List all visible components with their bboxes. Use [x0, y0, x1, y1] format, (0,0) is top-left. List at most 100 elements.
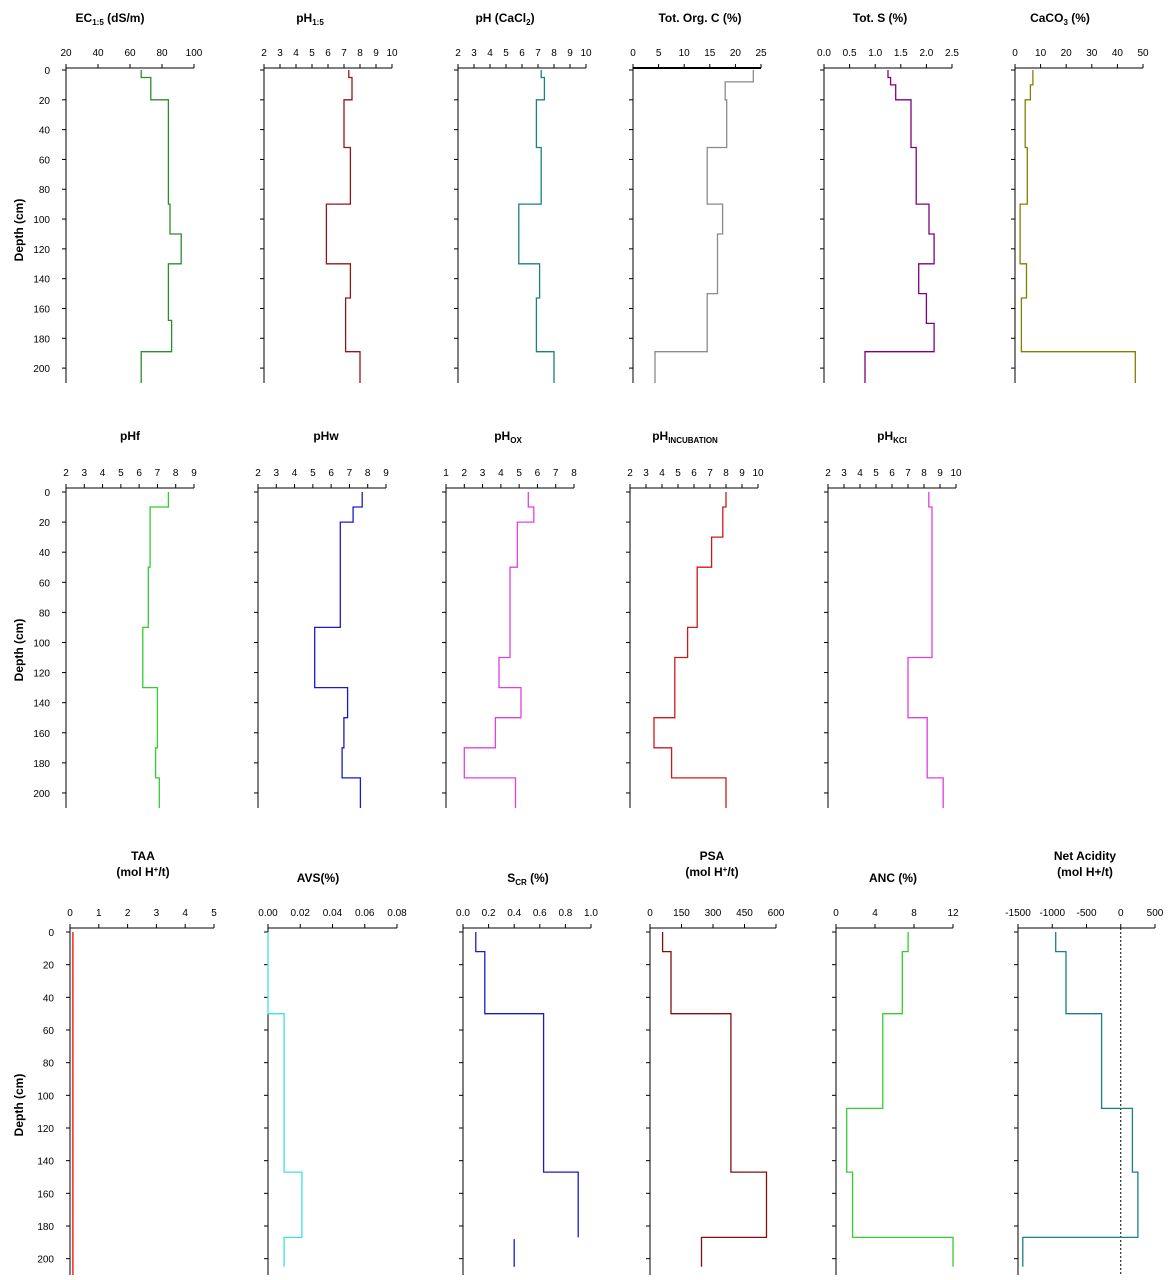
title-main: PSA — [700, 849, 725, 863]
x-tick-label-phf: 3 — [82, 468, 88, 479]
x-tick-label-phcacl2: 4 — [487, 48, 493, 59]
y-tick-label-phf: 20 — [39, 518, 51, 529]
y-axis-label-row3: Depth (cm) — [12, 1074, 26, 1137]
panel-phinc: pHINCUBATION 2 3 4 5 6 7 8 9 10 — [626, 429, 764, 808]
title-main: EC — [76, 11, 93, 25]
x-tick-label-avs: 0.08 — [387, 908, 407, 919]
y-axis-label-row1: Depth (cm) — [12, 199, 26, 262]
x-tick-label-phcacl2: 2 — [455, 48, 461, 59]
y-tick-label-ec: 140 — [33, 275, 50, 286]
x-tick-label-ec: 20 — [60, 48, 72, 59]
y-tick-label-ec: 80 — [39, 185, 51, 196]
x-tick-label-phinc: 10 — [752, 468, 764, 479]
x-tick-label-scr: 0.0 — [456, 908, 470, 919]
x-tick-label-phcacl2: 5 — [503, 48, 509, 59]
x-tick-label-taa: 2 — [125, 908, 131, 919]
y-tick-label-ec: 60 — [39, 155, 51, 166]
chart-title-line2-taa: (mol H+/t) — [116, 865, 169, 879]
title-subscript: 2 — [526, 18, 531, 27]
chart-title-phcacl2: pH (CaCl2) — [475, 11, 534, 27]
x-tick-label-phcacl2: 6 — [519, 48, 525, 59]
title-main: CaCO — [1030, 11, 1063, 25]
x-tick-label-phf: 4 — [100, 468, 106, 479]
x-tick-label-ph15: 2 — [261, 48, 267, 59]
x-tick-label-phf: 7 — [155, 468, 161, 479]
x-tick-label-scr: 0.2 — [482, 908, 496, 919]
x-tick-label-ph15: 8 — [357, 48, 363, 59]
x-tick-label-ph15: 5 — [309, 48, 315, 59]
series-line-psa — [661, 932, 768, 1267]
x-tick-label-phinc: 9 — [739, 468, 745, 479]
x-tick-label-toc: 0 — [630, 48, 636, 59]
panel-phkcl: pHKCl 2 3 4 5 6 7 8 9 10 — [824, 429, 962, 808]
y-tick-label-phf: 160 — [33, 729, 50, 740]
y-tick-label-ec: 100 — [33, 215, 50, 226]
panel-ec: EC1:5 (dS/m) 20 40 60 80 100 0 20 40 60 80 100 120 14… — [33, 11, 203, 383]
x-tick-label-avs: 0.06 — [355, 908, 375, 919]
panel-ph15: pH1:5 2 3 4 5 6 7 8 9 10 — [260, 11, 398, 383]
x-tick-label-phw: 2 — [255, 468, 261, 479]
x-tick-label-psa: 300 — [705, 908, 722, 919]
chart-title-caco3: CaCO3 (%) — [1030, 11, 1090, 27]
x-tick-label-phkcl: 7 — [905, 468, 911, 479]
x-tick-label-phox: 2 — [462, 468, 468, 479]
series-line-tots — [864, 70, 935, 383]
title-main: pH — [652, 429, 668, 443]
x-tick-label-phw: 3 — [274, 468, 280, 479]
x-tick-label-phcacl2: 3 — [471, 48, 477, 59]
x-tick-label-toc: 10 — [679, 48, 691, 59]
y-tick-label-taa: 140 — [37, 1157, 54, 1168]
x-tick-label-anc: 8 — [911, 908, 917, 919]
y-axis-label-row2: Depth (cm) — [12, 619, 26, 682]
x-tick-label-psa: 150 — [673, 908, 690, 919]
x-tick-label-caco3: 10 — [1035, 48, 1047, 59]
x-tick-label-phkcl: 3 — [841, 468, 847, 479]
chart-title-ec: EC1:5 (dS/m) — [76, 11, 145, 27]
x-tick-label-phox: 7 — [553, 468, 559, 479]
x-tick-label-ph15: 9 — [373, 48, 379, 59]
series-line-phcacl2 — [518, 70, 555, 383]
title-main: S — [507, 871, 515, 885]
series-line-scr — [475, 932, 579, 1238]
x-tick-label-phw: 5 — [310, 468, 316, 479]
title-subscript: 3 — [1063, 18, 1068, 27]
y-tick-label-phf: 0 — [44, 488, 50, 499]
x-tick-label-phkcl: 2 — [825, 468, 831, 479]
panel-phw: pHw 2 3 4 5 6 7 8 9 — [254, 429, 389, 808]
title-main: AVS(%) — [297, 871, 339, 885]
x-tick-label-phkcl: 6 — [889, 468, 895, 479]
series-line-ec — [140, 70, 182, 383]
y-tick-label-taa: 120 — [37, 1124, 54, 1135]
x-tick-label-toc: 25 — [755, 48, 767, 59]
y-tick-label-ec: 120 — [33, 245, 50, 256]
title-main: Tot. S (%) — [853, 11, 907, 25]
x-tick-label-netacid: -500 — [1076, 908, 1096, 919]
y-tick-label-taa: 60 — [43, 1026, 55, 1037]
x-tick-label-phf: 5 — [118, 468, 124, 479]
x-tick-label-tots: 2.5 — [945, 48, 959, 59]
y-tick-label-phf: 100 — [33, 638, 50, 649]
title-main: ANC (%) — [869, 871, 917, 885]
y-tick-label-ec: 180 — [33, 334, 50, 345]
x-tick-label-caco3: 50 — [1137, 48, 1149, 59]
title-subscript: CR — [515, 878, 527, 887]
x-tick-label-phinc: 6 — [691, 468, 697, 479]
x-tick-label-avs: 0.04 — [323, 908, 343, 919]
y-tick-label-ec: 40 — [39, 126, 51, 137]
x-tick-label-phcacl2: 7 — [535, 48, 541, 59]
series-line-toc — [654, 70, 754, 383]
x-tick-label-tots: 0.0 — [817, 48, 831, 59]
chart-title-tots: Tot. S (%) — [853, 11, 907, 25]
y-tick-label-taa: 200 — [37, 1255, 54, 1266]
chart-title-phox: pHOX — [494, 429, 522, 445]
y-tick-label-phf: 60 — [39, 578, 51, 589]
x-tick-label-taa: 3 — [154, 908, 160, 919]
title-main: pHf — [120, 429, 141, 443]
x-tick-label-scr: 0.8 — [558, 908, 572, 919]
x-tick-label-netacid: -1000 — [1039, 908, 1065, 919]
y-tick-label-phf: 40 — [39, 548, 51, 559]
panel-scr: SCR (%) 0.0 0.2 0.4 0.6 0.8 1.0 — [456, 871, 598, 1275]
y-tick-label-phf: 200 — [33, 789, 50, 800]
title-tail: ) — [531, 11, 535, 25]
x-tick-label-ec: 80 — [156, 48, 168, 59]
